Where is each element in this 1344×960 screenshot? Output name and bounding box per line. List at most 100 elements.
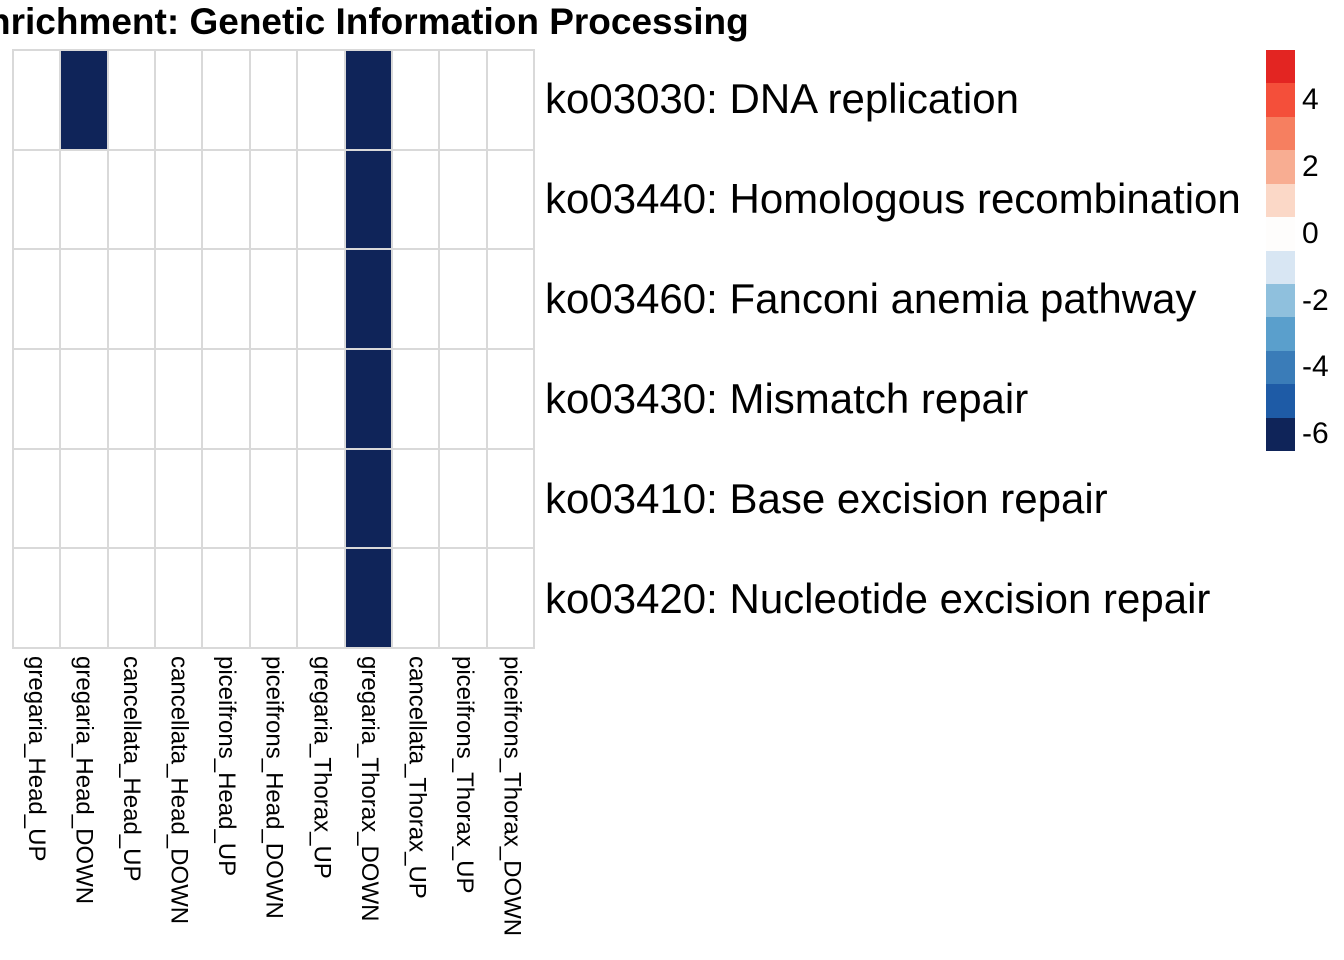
heatmap-cell xyxy=(440,150,486,249)
column-label-text: piceifrons_Head_DOWN xyxy=(260,656,288,919)
column-label: piceifrons_Head_DOWN xyxy=(250,656,298,936)
heatmap-cell xyxy=(298,449,344,548)
heatmap-cell xyxy=(61,51,107,149)
column-label-text: gregaria_Thorax_DOWN xyxy=(355,656,383,922)
heatmap-cell xyxy=(250,250,297,348)
legend-tick-label: 4 xyxy=(1302,83,1319,117)
heatmap-cell xyxy=(440,549,486,647)
column-label: piceifrons_Head_UP xyxy=(202,656,250,936)
heatmap-cell xyxy=(14,250,60,348)
heatmap-cell xyxy=(108,449,155,548)
heatmap-cell xyxy=(440,349,486,448)
heatmap-cell xyxy=(250,449,297,548)
heatmap-cell xyxy=(108,549,155,647)
legend-color-segment xyxy=(1266,83,1295,117)
legend-color-segment xyxy=(1266,283,1295,318)
heatmap-cell xyxy=(156,250,202,348)
column-label: gregaria_Head_DOWN xyxy=(60,656,108,936)
column-label-text: piceifrons_Thorax_UP xyxy=(450,656,478,894)
legend-color-segment xyxy=(1266,50,1295,84)
heatmap-cell xyxy=(487,449,533,548)
column-label-text: piceifrons_Thorax_DOWN xyxy=(498,656,526,937)
heatmap-cell xyxy=(61,549,107,647)
column-label-text: piceifrons_Head_UP xyxy=(213,656,241,877)
heatmap-cell xyxy=(345,150,391,249)
heatmap-cell xyxy=(250,349,297,448)
heatmap-cell xyxy=(108,51,155,149)
heatmap-cell xyxy=(345,449,391,548)
heatmap-cell xyxy=(250,51,297,149)
column-label: gregaria_Head_UP xyxy=(12,656,60,936)
heatmap-cell xyxy=(203,51,249,149)
legend-color-segment xyxy=(1266,384,1295,418)
legend-color-segment xyxy=(1266,116,1295,151)
heatmap-cell xyxy=(440,51,486,149)
heatmap-cell xyxy=(203,250,249,348)
heatmap-cell xyxy=(156,150,202,249)
legend-tick-label: 2 xyxy=(1302,149,1319,183)
column-labels: gregaria_Head_UP gregaria_Head_DOWN cancel… xyxy=(12,656,535,936)
column-label-text: cancellata_Thorax_UP xyxy=(403,656,431,899)
heatmap-cell xyxy=(108,150,155,249)
row-label: ko03420: Nucleotide excision repair xyxy=(545,575,1211,622)
heatmap-cell xyxy=(14,349,60,448)
heatmap-cell xyxy=(392,250,439,348)
heatmap-cell xyxy=(487,349,533,448)
column-label-text: gregaria_Head_UP xyxy=(22,656,50,862)
heatmap-cell xyxy=(392,549,439,647)
heatmap-cell xyxy=(108,250,155,348)
heatmap-cell xyxy=(14,449,60,548)
legend-color-segment xyxy=(1266,183,1295,218)
row-label: ko03460: Fanconi anemia pathway xyxy=(545,275,1197,322)
heatmap-cell xyxy=(345,349,391,448)
heatmap-cell xyxy=(61,250,107,348)
legend-color-segment xyxy=(1266,317,1295,351)
heatmap-cell xyxy=(298,51,344,149)
column-label: cancellata_Head_UP xyxy=(107,656,155,936)
heatmap-cell xyxy=(487,549,533,647)
heatmap-cell xyxy=(392,349,439,448)
heatmap-cell xyxy=(487,250,533,348)
heatmap-cell xyxy=(440,449,486,548)
heatmap-cell xyxy=(298,549,344,647)
legend-color-segment xyxy=(1266,417,1295,452)
heatmap-cell xyxy=(203,549,249,647)
row-label: ko03440: Homologous recombination xyxy=(545,175,1241,222)
heatmap-cell xyxy=(61,449,107,548)
column-label: piceifrons_Thorax_DOWN xyxy=(487,656,535,936)
heatmap-cell xyxy=(203,349,249,448)
heatmap-cell xyxy=(203,150,249,249)
legend-tick-label: -4 xyxy=(1302,350,1329,384)
heatmap-cell xyxy=(250,549,297,647)
heatmap-cell xyxy=(156,449,202,548)
row-label: ko03030: DNA replication xyxy=(545,75,1019,122)
column-label-text: cancellata_Head_UP xyxy=(118,656,146,882)
heatmap-cell xyxy=(203,449,249,548)
heatmap-cell xyxy=(298,150,344,249)
heatmap-cell xyxy=(14,150,60,249)
heatmap-cell xyxy=(440,250,486,348)
column-label: gregaria_Thorax_UP xyxy=(297,656,345,936)
heatmap-cell xyxy=(14,51,60,149)
column-label: gregaria_Thorax_DOWN xyxy=(345,656,393,936)
column-label: piceifrons_Thorax_UP xyxy=(440,656,488,936)
column-label-text: gregaria_Thorax_UP xyxy=(308,656,336,879)
heatmap-cell xyxy=(345,51,391,149)
column-label: cancellata_Thorax_UP xyxy=(392,656,440,936)
legend-color-segment xyxy=(1266,250,1295,284)
legend-tick-label: 0 xyxy=(1302,216,1319,250)
heatmap-cell xyxy=(108,349,155,448)
heatmap-cell xyxy=(298,349,344,448)
heatmap-grid xyxy=(12,49,535,649)
chart-title: nrichment: Genetic Information Processin… xyxy=(0,1,749,42)
heatmap-cell xyxy=(298,250,344,348)
heatmap-cell xyxy=(392,150,439,249)
heatmap-cell xyxy=(14,549,60,647)
heatmap-cell xyxy=(392,51,439,149)
legend-color-segment xyxy=(1266,350,1295,385)
legend-color-segment xyxy=(1266,217,1295,251)
column-label-text: gregaria_Head_DOWN xyxy=(70,656,98,905)
heatmap-cell xyxy=(345,250,391,348)
heatmap-cell xyxy=(156,51,202,149)
